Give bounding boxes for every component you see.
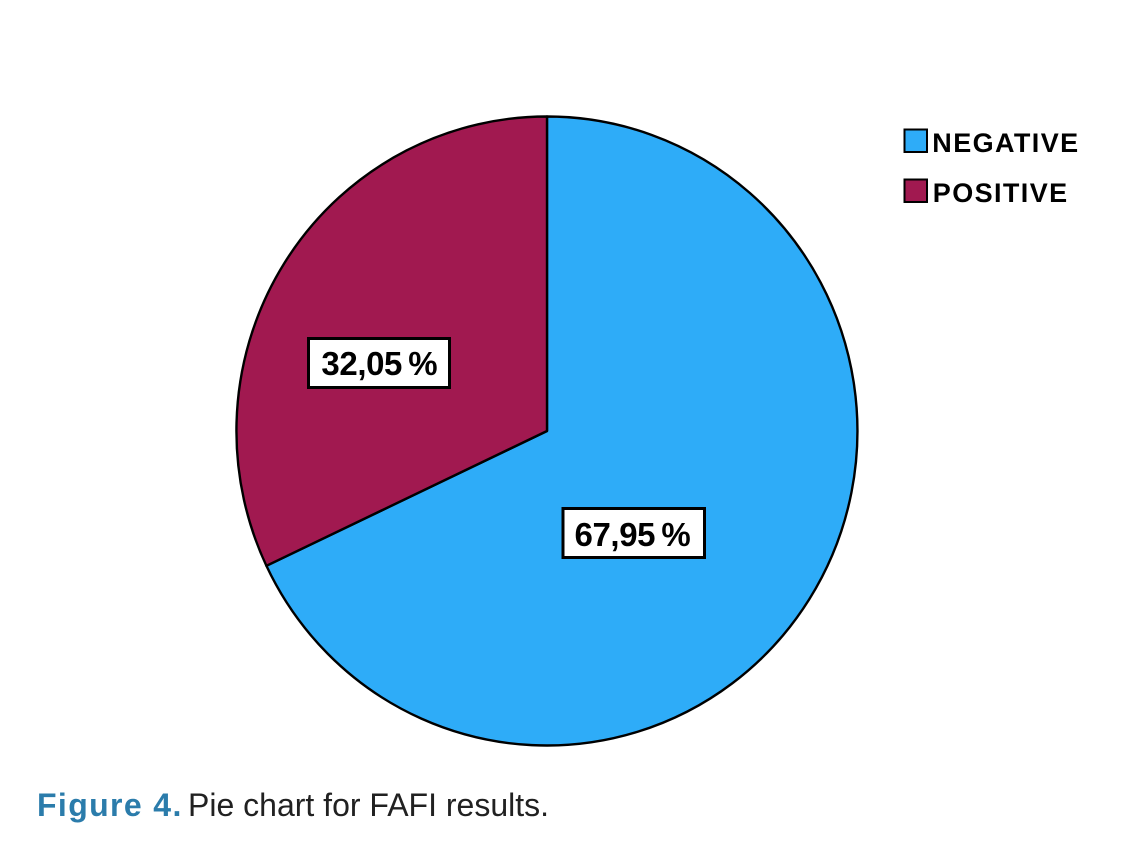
svg-text:67,95 %: 67,95 % [575,516,691,553]
svg-text:NEGATIVE: NEGATIVE [932,128,1079,158]
svg-text:POSITIVE: POSITIVE [933,178,1069,208]
svg-text:Figure 4.: Figure 4. [37,787,183,823]
svg-text:32,05 %: 32,05 % [321,345,437,382]
svg-text:Pie chart for FAFI results.: Pie chart for FAFI results. [188,787,549,823]
